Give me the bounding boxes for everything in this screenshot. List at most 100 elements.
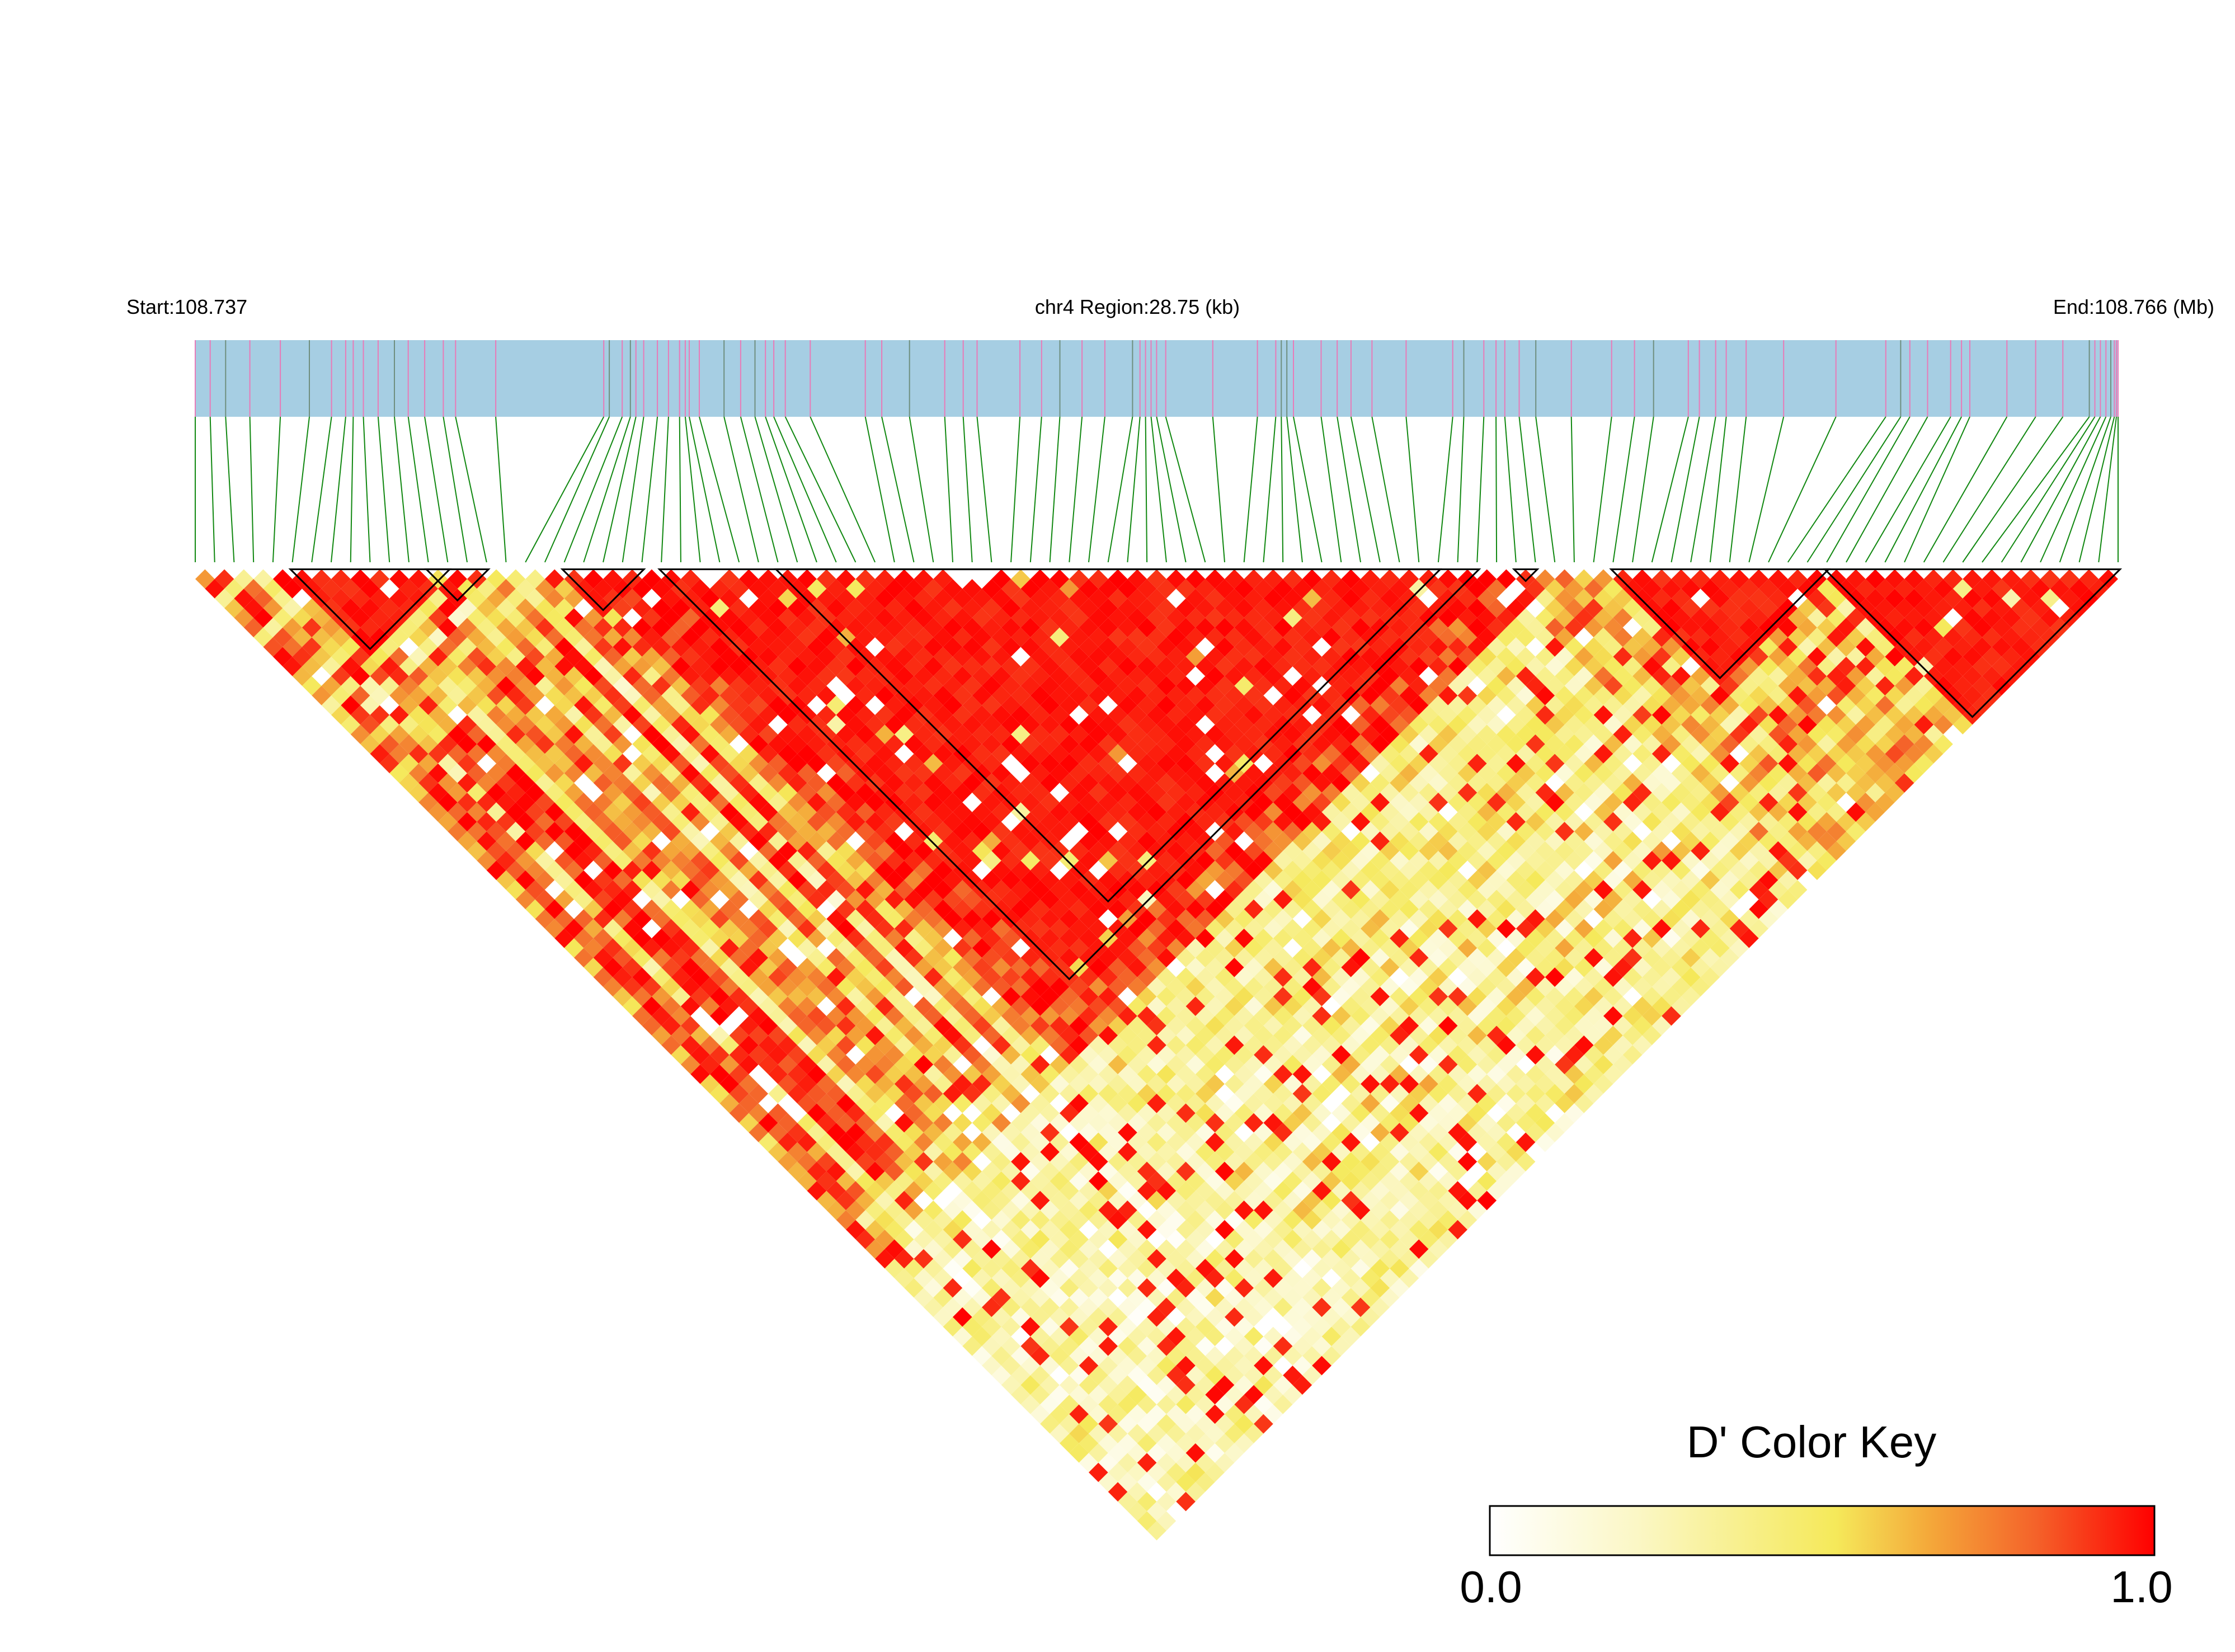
ld-cell <box>1370 909 1390 929</box>
ld-cell <box>1011 1035 1031 1055</box>
ld-cell <box>1079 598 1099 618</box>
ld-cell <box>1011 1307 1031 1327</box>
ld-cell <box>972 783 992 803</box>
ld-cell <box>1409 948 1429 968</box>
snp-connector <box>291 416 310 563</box>
ld-cell <box>1467 1200 1487 1220</box>
ld-cell <box>1564 851 1584 870</box>
ld-cell <box>1438 938 1458 958</box>
ld-cell <box>1651 880 1672 900</box>
ld-cell <box>1399 763 1419 783</box>
ld-cell <box>807 715 827 735</box>
ld-cell <box>719 666 740 686</box>
ld-cell <box>943 987 963 1006</box>
ld-cell <box>923 734 943 754</box>
ld-cell <box>564 685 584 705</box>
ld-cell <box>894 919 914 939</box>
ld-cell <box>1574 1035 1594 1055</box>
ld-cell <box>1331 1025 1351 1046</box>
ld-cell <box>1467 1161 1487 1182</box>
ld-cell <box>1836 754 1856 774</box>
ld-cell <box>283 598 302 618</box>
ld-cell <box>1545 676 1565 696</box>
ld-cell <box>894 666 914 686</box>
ld-cell <box>1729 744 1749 764</box>
ld-cell <box>1040 598 1060 618</box>
ld-cell <box>1787 860 1808 881</box>
ld-cell <box>1050 1074 1070 1094</box>
ld-cell <box>1361 1113 1380 1133</box>
ld-cell <box>1827 744 1846 764</box>
ld-cell <box>1098 1161 1118 1182</box>
ld-cell <box>1195 1453 1215 1472</box>
ld-cell <box>778 958 798 977</box>
ld-cell <box>1798 637 1817 657</box>
ld-cell <box>1399 996 1419 1016</box>
ld-cell <box>370 569 390 589</box>
ld-cell <box>1079 1395 1099 1414</box>
ld-cell <box>1497 860 1516 881</box>
ld-cell <box>574 812 594 832</box>
ld-cell <box>1457 666 1478 686</box>
ld-cell <box>1341 1249 1361 1269</box>
ld-cell <box>1390 1161 1409 1182</box>
ld-cell <box>1817 618 1837 638</box>
ld-cell <box>1030 1268 1050 1288</box>
ld-cell <box>399 598 419 618</box>
snp-connector <box>583 416 631 563</box>
ld-cell <box>1312 1317 1331 1336</box>
ld-cell <box>642 919 662 939</box>
ld-cell <box>719 705 740 725</box>
ld-cell <box>642 666 662 686</box>
ld-cell <box>370 589 390 609</box>
ld-cell <box>1321 841 1342 861</box>
ld-cell <box>1176 1491 1196 1512</box>
ld-cell <box>1147 783 1166 803</box>
ld-cell <box>1263 744 1283 764</box>
ld-cell <box>1758 637 1778 657</box>
ld-cell <box>1127 666 1147 686</box>
ld-cell <box>671 618 691 638</box>
ld-cell <box>972 1268 992 1288</box>
snp-connector <box>455 416 487 563</box>
ld-cell <box>1390 1220 1409 1240</box>
ld-cell <box>797 783 817 803</box>
ld-cell <box>1244 822 1264 841</box>
ld-cell <box>1370 987 1390 1006</box>
ld-cell <box>865 734 885 754</box>
ld-cell <box>613 618 633 638</box>
ld-cell <box>1341 1268 1361 1288</box>
ld-cell <box>943 1123 963 1142</box>
ld-cell <box>1341 1132 1361 1152</box>
ld-cell <box>855 1035 876 1055</box>
ld-cell <box>1283 880 1302 900</box>
ld-cell <box>1361 899 1380 919</box>
ld-cell <box>1166 1443 1186 1463</box>
ld-cell <box>797 1055 817 1075</box>
ld-cell <box>923 1123 943 1142</box>
ld-cell <box>360 637 380 657</box>
ld-cell <box>1662 812 1681 832</box>
ld-cell <box>1225 1132 1244 1152</box>
ld-cell <box>1477 977 1497 997</box>
snp-connector <box>1107 416 1133 563</box>
ld-cell <box>943 754 963 774</box>
ld-cell <box>1040 1395 1060 1414</box>
ld-cell <box>1691 569 1710 589</box>
ld-cell <box>1778 831 1798 851</box>
ld-cell <box>1390 1278 1409 1298</box>
ld-cell <box>904 1239 924 1259</box>
ld-cell <box>1506 695 1526 715</box>
ld-cell <box>1370 734 1390 754</box>
ld-cell <box>1020 1045 1041 1065</box>
ld-cell <box>749 579 769 599</box>
ld-cell <box>1127 589 1147 609</box>
snp-connector <box>1632 416 1654 563</box>
ld-cell <box>1361 1016 1380 1036</box>
ld-cell <box>1419 705 1438 725</box>
ld-cell <box>758 685 778 705</box>
ld-cell <box>341 618 361 638</box>
ld-cell <box>593 618 613 638</box>
ld-cell <box>1486 1103 1507 1123</box>
ld-cell <box>739 724 759 745</box>
